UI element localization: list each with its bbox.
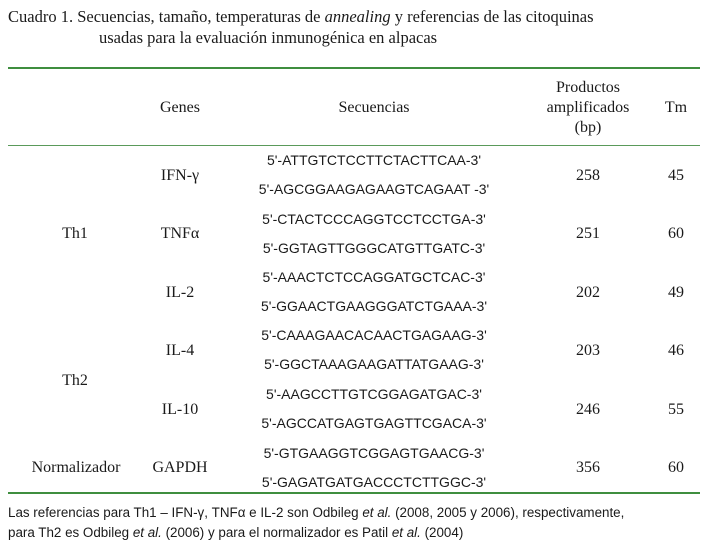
tm-value: 60 xyxy=(668,459,684,476)
footnote-em: et al. xyxy=(132,525,162,540)
footnote-text: (2006) y para el normalizador es Patil xyxy=(161,525,392,540)
table-top-rule xyxy=(8,67,700,69)
header-productos-2: amplificados xyxy=(546,99,630,116)
tm-value: 60 xyxy=(668,225,684,242)
header-tm: Tm xyxy=(664,99,688,116)
gene-name: GAPDH xyxy=(152,459,208,476)
footnote-em: et al. xyxy=(362,505,392,520)
product-bp: 356 xyxy=(576,459,600,476)
table-header-rule xyxy=(8,145,700,146)
sequence-forward: 5'-ATTGTCTCCTTCTACTTCAA-3' xyxy=(266,152,482,168)
tm-value: 46 xyxy=(668,342,684,359)
header-genes: Genes xyxy=(160,99,200,116)
sequence-reverse: 5'-AGCCATGAGTGAGTTCGACA-3' xyxy=(261,415,487,431)
group-label-normalizador: Normalizador xyxy=(31,459,121,476)
product-bp: 202 xyxy=(576,284,600,301)
footnote-text: Las referencias para Th1 – IFN-γ, TNFα e… xyxy=(8,505,363,520)
header-productos-1: Productos xyxy=(556,79,620,96)
gene-name: IL-4 xyxy=(165,342,195,359)
caption-line2: usadas para la evaluación inmunogénica e… xyxy=(99,28,438,47)
sequence-reverse: 5'-AGCGGAAGAGAAGTCAGAAT -3' xyxy=(258,181,490,197)
gene-name: TNFα xyxy=(160,225,200,242)
sequence-forward: 5'-AAGCCTTGTCGGAGATGAC-3' xyxy=(266,386,482,402)
header-productos-3: (bp) xyxy=(574,119,602,136)
footnote-text: (2008, 2005 y 2006), respectivamente, xyxy=(391,505,625,520)
sequence-forward: 5'-AAACTCTCCAGGATGCTCAC-3' xyxy=(262,269,486,285)
caption-line1-pre: Cuadro 1. Secuencias, tamaño, temperatur… xyxy=(8,7,325,26)
sequence-forward: 5'-CAAAGAACACAACTGAGAAG-3' xyxy=(261,327,487,343)
table-bottom-rule xyxy=(8,492,700,494)
table-footnote: Las referencias para Th1 – IFN-γ, TNFα e… xyxy=(8,503,708,543)
footnote-text: (2004) xyxy=(420,525,464,540)
gene-name: IL-2 xyxy=(165,284,195,301)
table-caption: Cuadro 1. Secuencias, tamaño, temperatur… xyxy=(8,6,700,48)
product-bp: 258 xyxy=(576,167,600,184)
tm-value: 49 xyxy=(668,284,684,301)
sequence-reverse: 5'-GGTAGTTGGGCATGTTGATC-3' xyxy=(262,240,486,256)
sequence-forward: 5'-CTACTCCCAGGTCCTCCTGA-3' xyxy=(262,211,486,227)
footnote-text: para Th2 es Odbileg xyxy=(8,525,133,540)
sequence-reverse: 5'-GAGATGATGACCCTCTTGGC-3' xyxy=(261,474,487,490)
group-label-th1: Th1 xyxy=(62,225,88,242)
product-bp: 203 xyxy=(576,342,600,359)
gene-name: IFN-γ xyxy=(160,167,200,184)
sequence-reverse: 5'-GGCTAAAGAAGATTATGAAG-3' xyxy=(264,356,484,372)
footnote-em: et al. xyxy=(391,525,421,540)
caption-line1-em: annealing xyxy=(324,7,391,26)
sequence-reverse: 5'-GGAACTGAAGGGATCTGAAA-3' xyxy=(260,298,487,314)
footnote-line1: Las referencias para Th1 – IFN-γ, TNFα e… xyxy=(8,503,708,523)
footnote-line2: para Th2 es Odbileg et al. (2006) y para… xyxy=(8,523,708,543)
sequence-forward: 5'-GTGAAGGTCGGAGTGAACG-3' xyxy=(263,445,485,461)
gene-name: IL-10 xyxy=(161,401,199,418)
product-bp: 246 xyxy=(576,401,600,418)
tm-value: 45 xyxy=(668,167,684,184)
tm-value: 55 xyxy=(668,401,684,418)
group-label-th2: Th2 xyxy=(62,372,88,389)
caption-line1-post: y referencias de las citoquinas xyxy=(390,7,594,26)
product-bp: 251 xyxy=(576,225,600,242)
header-secuencias: Secuencias xyxy=(338,99,410,116)
